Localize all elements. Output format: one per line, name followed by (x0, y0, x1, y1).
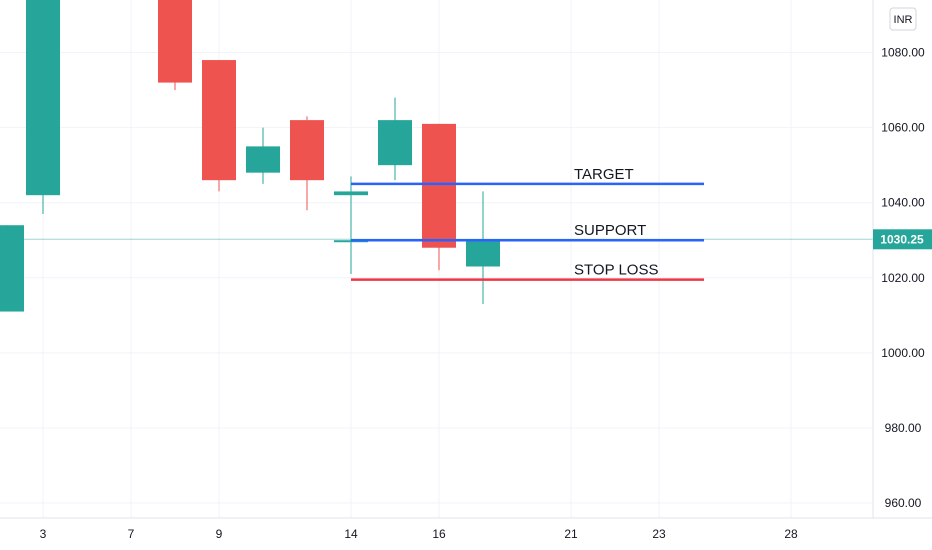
price-tick-label: 1060.00 (881, 121, 925, 135)
candle-bullish[interactable] (0, 225, 24, 312)
candle-bearish[interactable] (290, 116, 324, 211)
time-tick-label: 7 (128, 527, 135, 541)
annotation-label: STOP LOSS (574, 262, 659, 279)
candle-body (202, 60, 236, 181)
time-tick-label: 3 (40, 527, 47, 541)
annotation-support[interactable]: SUPPORT (351, 222, 704, 242)
candle-body (26, 0, 60, 196)
annotation-label: SUPPORT (574, 222, 646, 239)
candle-bullish[interactable] (26, 0, 60, 214)
annotation-stop-loss[interactable]: STOP LOSS (351, 262, 704, 281)
candle-body (158, 0, 192, 83)
price-tick-label: 1080.00 (881, 46, 925, 60)
current-price-value: 1030.25 (880, 232, 924, 246)
annotations: TARGET SUPPORT STOP LOSS (351, 166, 704, 281)
annotation-label: TARGET (574, 166, 634, 183)
time-tick-label: 23 (652, 527, 666, 541)
time-tick-label: 9 (216, 527, 223, 541)
price-tick-label: 1000.00 (881, 346, 925, 360)
price-axis[interactable]: 960.00 980.00 1000.00 1020.00 1040.00 1060.00… (881, 46, 925, 510)
candle-bearish[interactable] (422, 123, 456, 271)
time-tick-label: 21 (564, 527, 578, 541)
candle-body (290, 120, 324, 181)
currency-label: INR (894, 14, 913, 26)
candle-bullish[interactable] (378, 97, 412, 181)
candle-body (0, 225, 24, 312)
candle-body (422, 123, 456, 248)
time-tick-label: 16 (432, 527, 446, 541)
time-tick-label: 14 (344, 527, 358, 541)
candle-bullish[interactable] (466, 191, 500, 305)
time-tick-label: 28 (784, 527, 798, 541)
price-tick-label: 1040.00 (881, 196, 925, 210)
candles (0, 0, 500, 312)
grid (0, 0, 873, 518)
current-price-label: 1030.25 (873, 229, 932, 250)
candle-bullish[interactable] (246, 127, 280, 184)
candle-body (466, 240, 500, 267)
candle-bearish[interactable] (158, 0, 192, 91)
candle-body (378, 120, 412, 166)
currency-badge[interactable]: INR (889, 7, 917, 31)
candle-body (246, 146, 280, 173)
annotation-target[interactable]: TARGET (351, 166, 704, 186)
candle-bullish[interactable] (334, 176, 368, 275)
price-tick-label: 1020.00 (881, 271, 925, 285)
candle-bearish[interactable] (202, 60, 236, 192)
price-tick-label: 980.00 (885, 421, 922, 435)
time-axis[interactable]: 3 7 9 14 16 21 23 28 (40, 527, 798, 541)
price-tick-label: 960.00 (885, 496, 922, 510)
